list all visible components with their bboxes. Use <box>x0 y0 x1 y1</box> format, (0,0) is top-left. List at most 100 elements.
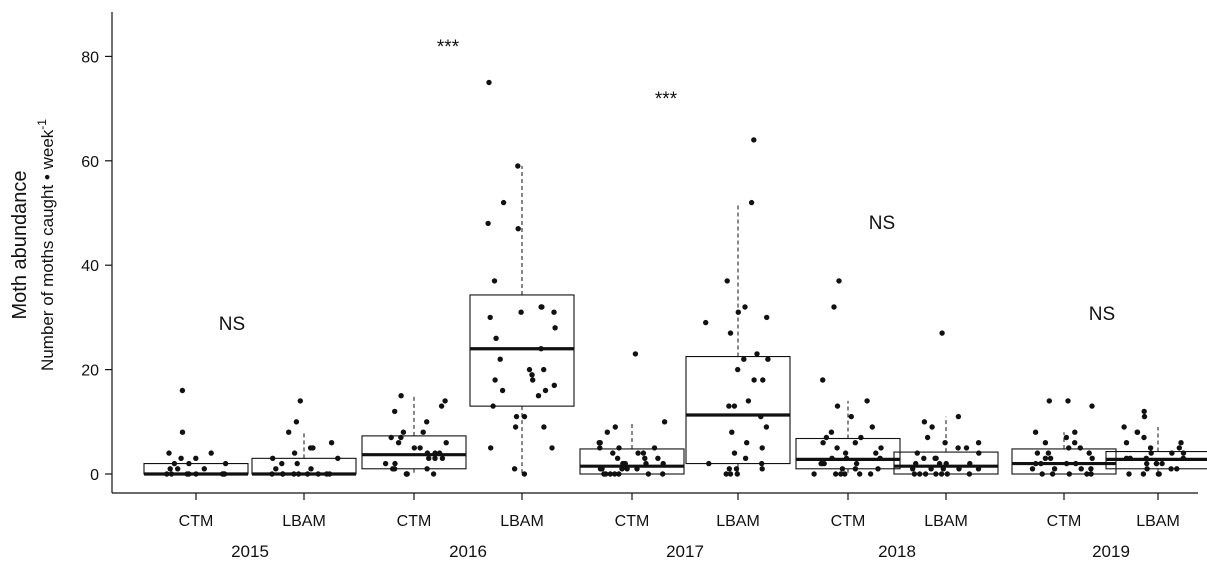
data-point <box>1123 455 1130 461</box>
data-point <box>760 377 766 383</box>
data-point <box>765 356 771 362</box>
data-point <box>1078 466 1084 472</box>
data-point <box>723 471 729 477</box>
data-point <box>839 466 846 472</box>
data-point <box>820 440 826 446</box>
data-point <box>1039 471 1045 477</box>
data-point <box>1063 460 1070 467</box>
data-point <box>395 440 402 446</box>
data-point <box>726 466 732 472</box>
data-point <box>751 137 757 143</box>
data-point <box>751 377 757 383</box>
data-point <box>485 220 491 227</box>
year-label: 2015 <box>231 542 269 561</box>
data-point <box>513 413 520 420</box>
data-point <box>1077 445 1084 451</box>
data-point <box>515 163 521 169</box>
data-point <box>539 304 545 310</box>
data-point <box>1088 466 1094 472</box>
data-point <box>291 450 298 456</box>
data-point <box>304 471 311 477</box>
data-point <box>1045 450 1052 456</box>
data-point <box>660 471 666 477</box>
data-point <box>833 471 839 477</box>
box-iqr <box>361 435 467 470</box>
data-point <box>308 466 314 472</box>
data-point <box>515 226 521 232</box>
data-point <box>1066 471 1073 477</box>
data-point <box>164 471 170 477</box>
data-point <box>1141 408 1147 415</box>
data-point <box>542 387 549 394</box>
y-axis-subtitle-text: Number of moths caught • week <box>38 129 57 371</box>
data-point <box>607 471 613 477</box>
data-point <box>754 351 760 357</box>
points-ctm-2017 <box>596 351 668 477</box>
year-label: 2018 <box>878 542 916 561</box>
data-point <box>848 413 854 420</box>
data-point <box>836 278 842 284</box>
data-point <box>745 398 752 404</box>
data-point <box>634 466 640 472</box>
data-point <box>315 471 321 477</box>
data-point <box>1168 466 1174 472</box>
data-point <box>1141 413 1148 420</box>
significance-label: NS <box>219 314 245 335</box>
data-point <box>1178 440 1184 446</box>
data-point <box>877 455 883 461</box>
data-point <box>488 445 494 451</box>
data-point <box>932 455 938 461</box>
data-point <box>616 471 622 477</box>
data-point <box>622 460 628 467</box>
data-point <box>834 403 841 409</box>
data-point <box>867 471 874 477</box>
points-lbam-2016 <box>485 79 558 477</box>
data-point <box>1180 455 1187 461</box>
data-point <box>430 471 437 477</box>
significance-label: NS <box>869 213 895 234</box>
data-point <box>1176 445 1183 451</box>
data-point <box>270 455 276 461</box>
significance-label: NS <box>1089 304 1115 325</box>
data-point <box>398 393 404 399</box>
data-point <box>1126 471 1132 477</box>
data-point <box>1127 455 1133 461</box>
data-point <box>942 440 948 446</box>
data-point <box>1174 466 1180 472</box>
data-point <box>731 450 738 456</box>
data-point <box>1034 450 1041 456</box>
data-point <box>193 455 199 461</box>
data-point <box>852 466 859 472</box>
data-point <box>293 419 300 425</box>
box-iqr <box>795 437 901 470</box>
data-point <box>411 445 417 451</box>
data-point <box>295 471 302 477</box>
data-point <box>599 466 605 472</box>
data-point <box>729 429 735 435</box>
species-label: LBAM <box>1136 513 1180 530</box>
data-point <box>1088 471 1094 477</box>
significance-label: *** <box>655 89 678 110</box>
data-point <box>928 466 934 472</box>
data-point <box>1046 398 1053 404</box>
data-point <box>390 466 396 472</box>
data-point <box>297 398 303 404</box>
data-point <box>1051 466 1058 472</box>
data-point <box>178 455 184 461</box>
data-point <box>967 460 973 467</box>
data-point <box>1143 455 1150 461</box>
data-point <box>938 471 945 477</box>
data-point <box>335 455 341 461</box>
data-points <box>164 79 1187 477</box>
data-point <box>1147 445 1154 451</box>
data-point <box>820 377 826 383</box>
data-point <box>499 387 506 394</box>
data-point <box>624 466 630 472</box>
data-point <box>1033 460 1039 467</box>
data-point <box>924 434 931 441</box>
data-point <box>439 455 446 461</box>
data-point <box>551 382 557 388</box>
data-point <box>186 460 192 467</box>
data-point <box>280 471 286 477</box>
data-point <box>936 460 943 467</box>
